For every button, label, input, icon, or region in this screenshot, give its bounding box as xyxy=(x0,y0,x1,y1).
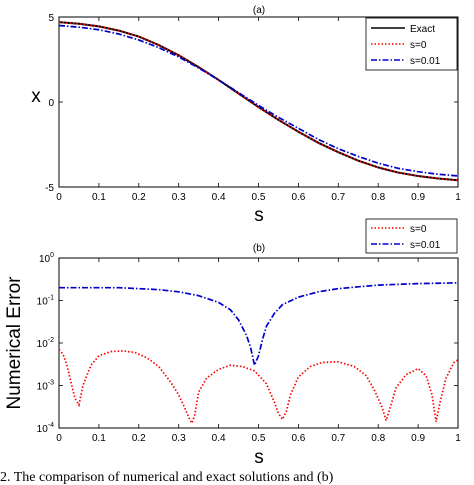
panel-a-xlabel: s xyxy=(254,205,264,226)
panel-b-series-1-line xyxy=(59,282,459,369)
panel-b-title: (b) xyxy=(253,243,265,254)
panel-b-xtick-label-8: 0.8 xyxy=(371,433,385,444)
panel-a-ytick-label-0: 5 xyxy=(48,13,54,24)
panel-b-xtick-label-4: 0.4 xyxy=(212,433,226,444)
panel-a-xtick-label-4: 0.4 xyxy=(212,192,226,203)
panel-b-xtick-label-7: 0.7 xyxy=(331,433,345,444)
panel-b-xtick-label-5: 0.5 xyxy=(252,433,266,444)
figure: (a) 0 0.1 0.2 0.3 0.4 0.5 0.6 0.7 0.8 0.9 1 50-5 s… xyxy=(4,5,461,468)
panel-b-xlabel: s xyxy=(254,447,264,468)
panel-b-ytick-label-3: 10-3 xyxy=(37,380,54,393)
panel-a-xtick-label-9: 0.9 xyxy=(411,192,425,203)
panel-b-legend: s=0 s=0.01 xyxy=(365,218,458,254)
panel-b-series-group xyxy=(58,282,459,426)
panel-a-xtick-label-7: 0.7 xyxy=(331,192,345,203)
panel-a-xtick-label-0: 0 xyxy=(56,192,62,203)
panel-a-ytick-label-1: 0 xyxy=(48,98,54,109)
panel-a-series-2-line xyxy=(58,24,459,177)
legend-a-s001-label: s=0.01 xyxy=(410,56,441,67)
panel-b-xtick-label-3: 0.3 xyxy=(172,433,186,444)
panel-a-legend: Exact s=0 s=0.01 xyxy=(365,17,458,71)
panel-a: (a) 0 0.1 0.2 0.3 0.4 0.5 0.6 0.7 0.8 0.9 1 50-5 s… xyxy=(31,5,461,226)
panel-a-ylabel: x xyxy=(31,86,41,107)
figure-caption: 2. The comparison of numerical and exact… xyxy=(0,470,334,485)
panel-b-ytick-label-0: 100 xyxy=(39,252,54,265)
legend-a-s0-label: s=0 xyxy=(410,40,427,51)
panel-a-series-1-line xyxy=(58,21,459,182)
panel-b-xtick-label-6: 0.6 xyxy=(291,433,305,444)
legend-b-s001-label: s=0.01 xyxy=(410,240,441,251)
panel-b-xtick-label-9: 0.9 xyxy=(411,433,425,444)
panel-a-xtick-label-2: 0.2 xyxy=(132,192,146,203)
panel-b-xtick-label-2: 0.2 xyxy=(132,433,146,444)
panel-b-ylabel: Numerical Error xyxy=(4,276,25,410)
panel-a-legend-box xyxy=(365,17,458,71)
panel-b-ytick-label-4: 10-4 xyxy=(37,422,54,435)
panel-a-xtick-label-5: 0.5 xyxy=(252,192,266,203)
panel-a-xtick-label-6: 0.6 xyxy=(291,192,305,203)
panel-a-xtick-label-1: 0.1 xyxy=(92,192,106,203)
panel-b-xtick-label-1: 0.1 xyxy=(92,433,106,444)
panel-b-y-ticks: 100 10-1 10-2 10-3 10-4 xyxy=(37,252,458,435)
panel-b-x-ticks: 0 0.1 0.2 0.3 0.4 0.5 0.6 0.7 0.8 0.9 1 xyxy=(56,258,461,444)
panel-a-x-ticks: 0 0.1 0.2 0.3 0.4 0.5 0.6 0.7 0.8 0.9 1 xyxy=(56,17,461,203)
panel-a-y-ticks: 5 0 -5 xyxy=(45,13,458,194)
panel-b-series-0-line xyxy=(58,349,459,426)
panel-b-ytick-label-2: 10-2 xyxy=(37,337,54,350)
panel-b-xtick-label-10: 1 xyxy=(455,433,461,444)
panel-b-legend-box xyxy=(365,218,458,254)
panel-b-plot-area xyxy=(58,257,459,429)
panel-a-series-group xyxy=(58,21,459,182)
panel-a-ytick-label-2: -5 xyxy=(45,183,54,194)
legend-b-s0-label: s=0 xyxy=(410,224,427,235)
panel-a-xtick-label-8: 0.8 xyxy=(371,192,385,203)
panel-b: (b) 0 0.1 0.2 0.3 0.4 0.5 0.6 0.7 0.8 0.9 1 100 10-… xyxy=(4,218,461,468)
panel-b-xtick-label-0: 0 xyxy=(56,433,62,444)
panel-a-title: (a) xyxy=(253,5,265,16)
legend-a-exact-label: Exact xyxy=(410,24,435,35)
panel-a-xtick-label-10: 1 xyxy=(455,192,461,203)
panel-a-xtick-label-3: 0.3 xyxy=(172,192,186,203)
panel-b-ytick-label-1: 10-1 xyxy=(37,295,54,308)
